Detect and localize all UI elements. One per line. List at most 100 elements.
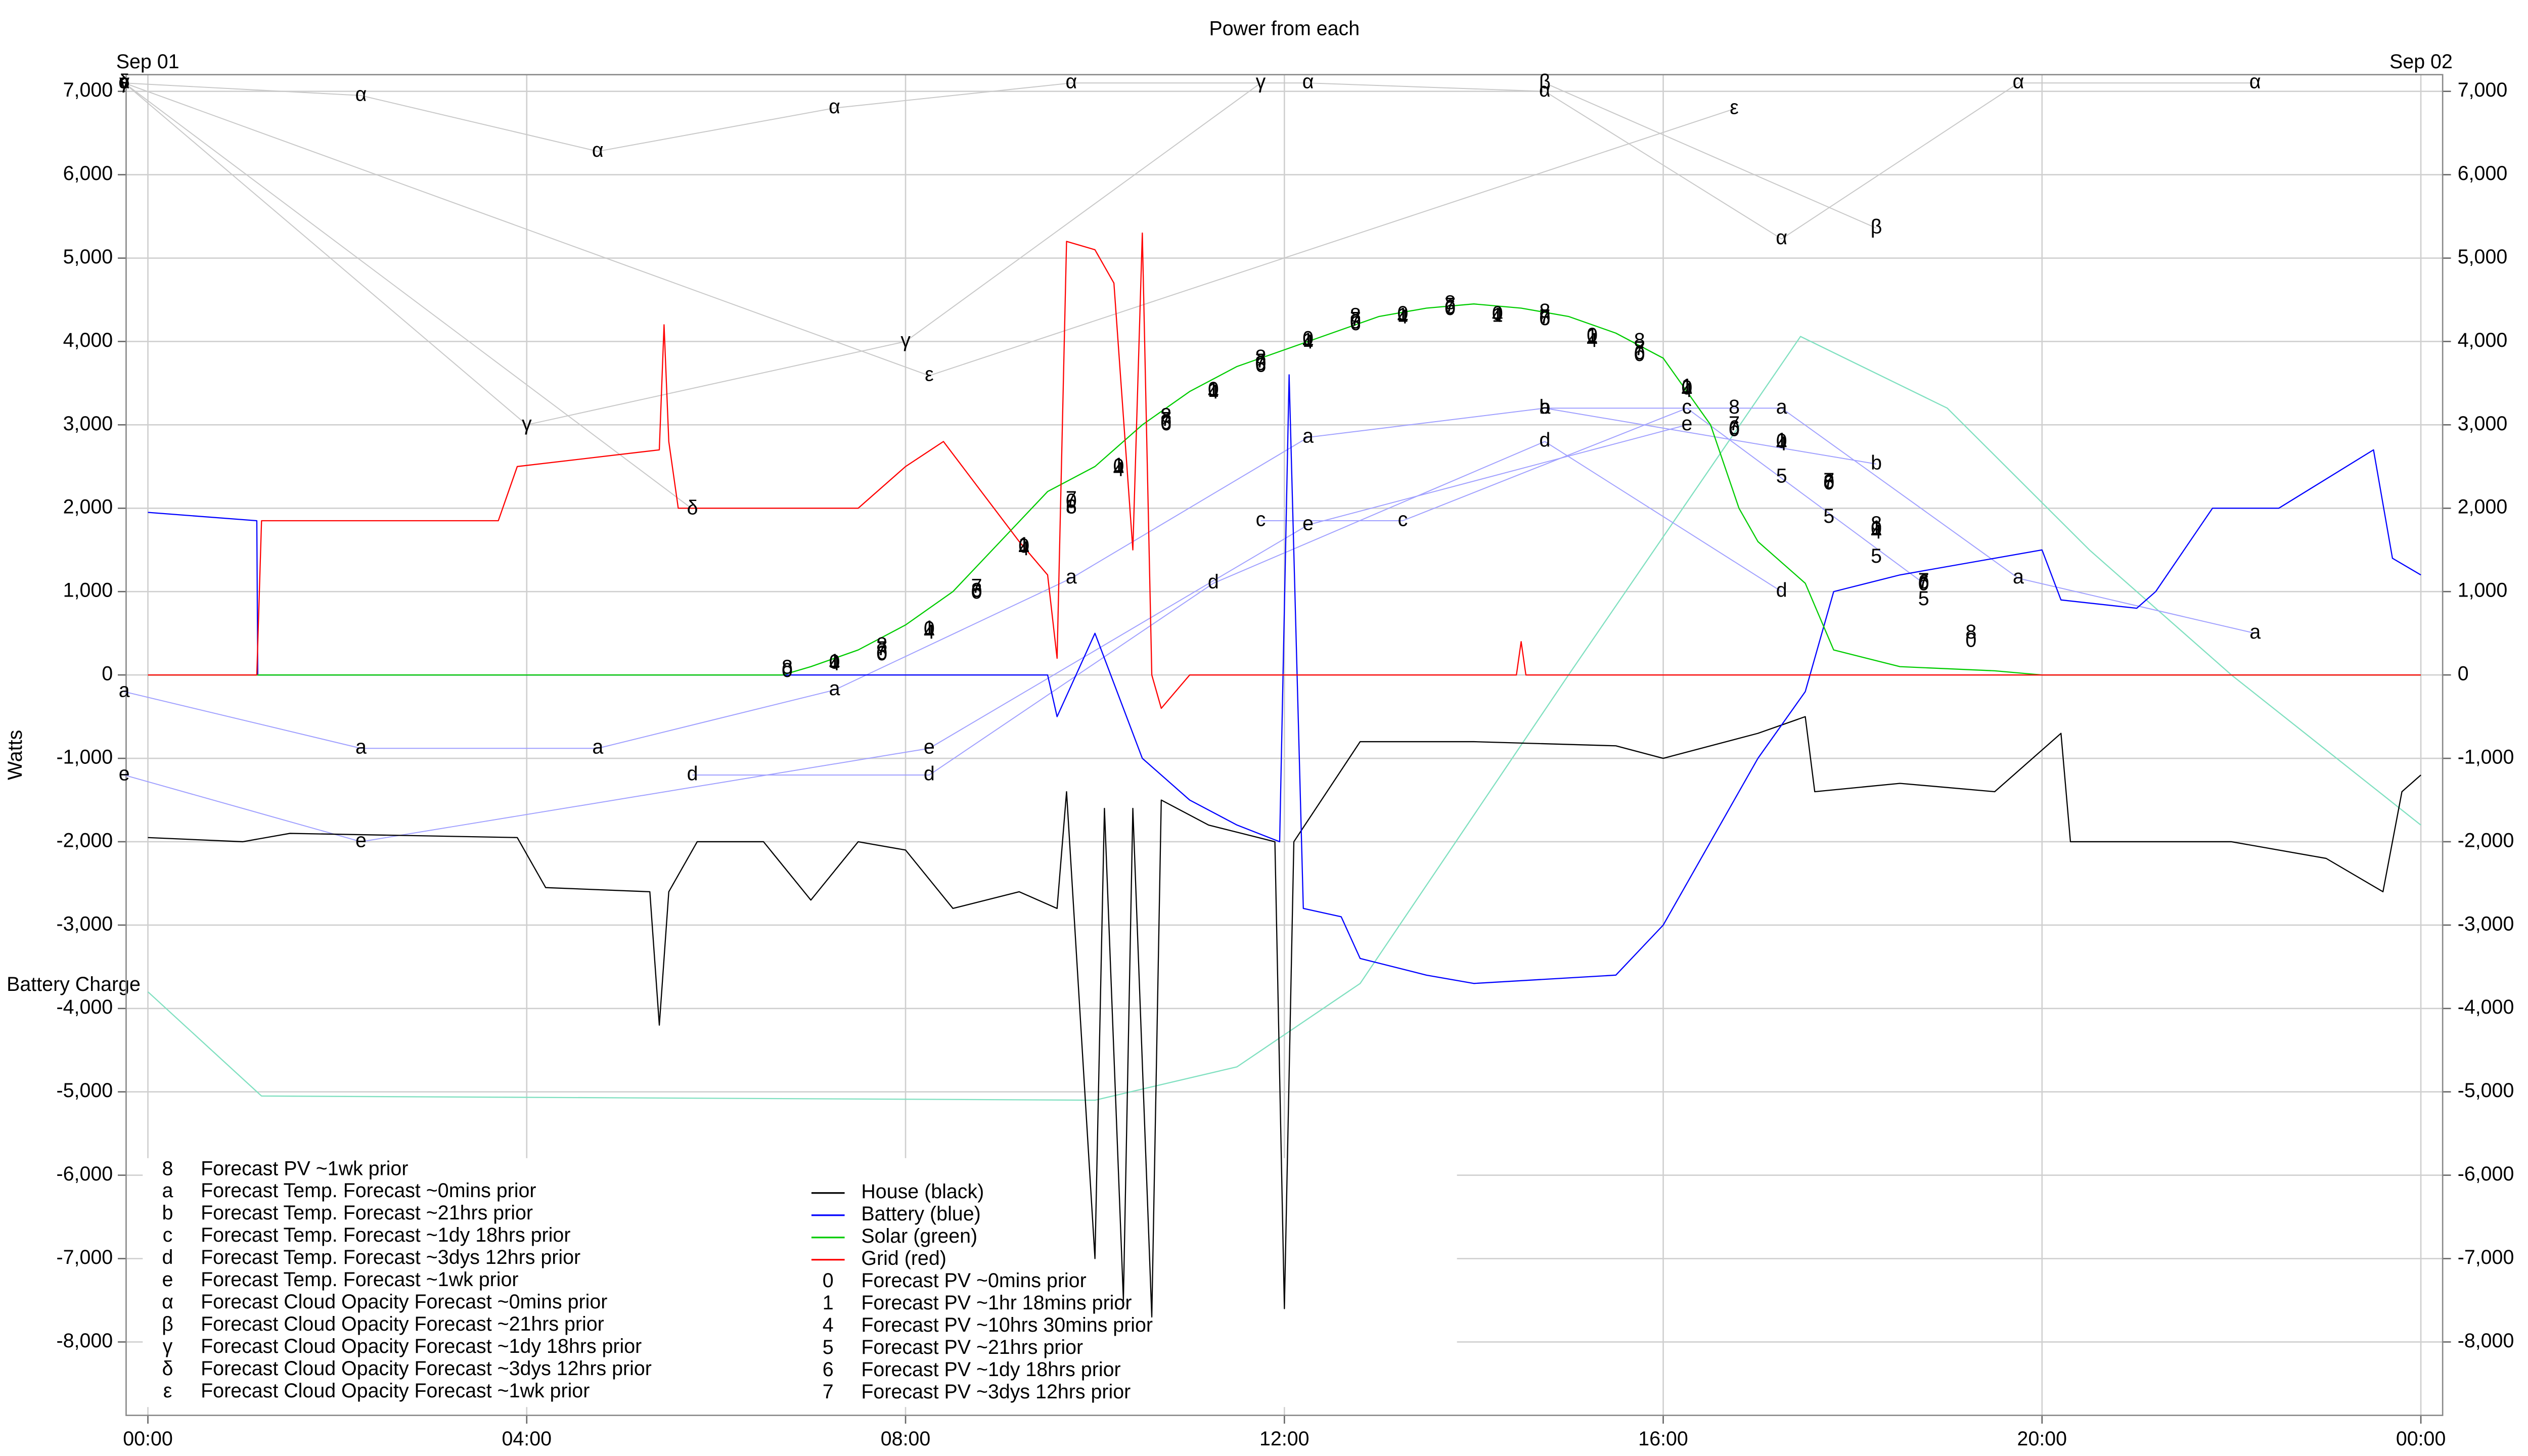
y-tick-label: 0 bbox=[102, 663, 113, 685]
series-symbol: 1 bbox=[1871, 517, 1882, 539]
series-symbol: 0 bbox=[1634, 343, 1645, 366]
legend-symbol: 4 bbox=[823, 1314, 834, 1336]
x-tick-label: 12:00 bbox=[1259, 1428, 1310, 1450]
legend-label: Grid (red) bbox=[861, 1247, 946, 1269]
legend-label: Forecast Temp. Forecast ~0mins prior bbox=[201, 1179, 536, 1202]
legend-label: Forecast PV ~1dy 18hrs prior bbox=[861, 1358, 1120, 1381]
series-symbol: γ bbox=[522, 413, 532, 435]
series-symbol: e bbox=[924, 736, 935, 758]
series-symbol: 0 bbox=[1871, 518, 1882, 540]
series-symbol: 8 bbox=[1634, 329, 1645, 351]
series-symbol: 1 bbox=[1208, 379, 1219, 401]
series-symbol: d bbox=[1208, 571, 1219, 593]
series-symbol: 8 bbox=[1539, 300, 1550, 322]
series-symbol: a bbox=[1539, 396, 1550, 418]
x-tick-label: 08:00 bbox=[881, 1428, 931, 1450]
legend-symbol: γ bbox=[163, 1335, 173, 1357]
series-symbol: 0 bbox=[782, 659, 793, 681]
y2-tick-label: 0 bbox=[2458, 663, 2469, 685]
y2-tick-label: 2,000 bbox=[2458, 496, 2508, 518]
series-symbol: 8 bbox=[1444, 292, 1456, 314]
y2-tick-label: 4,000 bbox=[2458, 329, 2508, 351]
series-symbol: 0 bbox=[1255, 352, 1267, 375]
legend-label: Forecast Cloud Opacity Forecast ~1dy 18h… bbox=[201, 1335, 642, 1357]
series-symbol: 0 bbox=[1397, 302, 1408, 325]
series-symbol: 8 bbox=[971, 579, 982, 602]
series-symbol: a bbox=[1066, 566, 1077, 588]
series-symbol: d bbox=[924, 762, 935, 785]
series-symbol: 4 bbox=[1776, 432, 1787, 454]
series-symbol: 0 bbox=[1018, 535, 1029, 557]
legend-symbol: e bbox=[162, 1268, 173, 1291]
series-line bbox=[148, 374, 2421, 984]
y2-tick-label: 6,000 bbox=[2458, 162, 2508, 185]
date-start: Sep 01 bbox=[116, 51, 179, 73]
series-symbol: 7 bbox=[1160, 408, 1171, 431]
legend-symbol: b bbox=[162, 1202, 173, 1224]
series-symbol: 8 bbox=[1255, 346, 1267, 368]
y-tick-label: -8,000 bbox=[57, 1330, 113, 1352]
y2-tick-label: -3,000 bbox=[2458, 913, 2514, 935]
series-symbol: 7 bbox=[1255, 350, 1267, 372]
y-tick-label: 7,000 bbox=[63, 79, 113, 101]
x-tick-label: 00:00 bbox=[123, 1428, 173, 1450]
series-symbol: 7 bbox=[1444, 294, 1456, 316]
series-symbol: 0 bbox=[829, 651, 840, 673]
series-symbol: β bbox=[1539, 71, 1551, 93]
legend-label: House (black) bbox=[861, 1180, 984, 1203]
chart-title: Power from each bbox=[1209, 17, 1360, 39]
y2-tick-label: -1,000 bbox=[2458, 746, 2514, 768]
series-symbol: 4 bbox=[1397, 306, 1408, 328]
series-symbol: 7 bbox=[1066, 487, 1077, 510]
series-symbol: β bbox=[1871, 216, 1882, 238]
series-symbol: 0 bbox=[1681, 377, 1692, 399]
series-symbol: 7 bbox=[1634, 337, 1645, 359]
legend-symbol: 1 bbox=[823, 1292, 834, 1314]
y-tick-label: -2,000 bbox=[57, 829, 113, 851]
series-symbol: γ bbox=[119, 71, 129, 93]
legend-label: Forecast Temp. Forecast ~1wk prior bbox=[201, 1268, 518, 1291]
series-symbol: α bbox=[2013, 71, 2024, 93]
legend-label: Forecast Cloud Opacity Forecast ~0mins p… bbox=[201, 1291, 607, 1313]
y-axis-label: Watts bbox=[4, 730, 26, 780]
series-line bbox=[124, 82, 1261, 426]
series-symbol: 7 bbox=[876, 638, 887, 660]
series-line bbox=[148, 232, 2421, 709]
series-symbol: 7 bbox=[1350, 308, 1361, 331]
legend-label: Forecast Cloud Opacity Forecast ~3dys 12… bbox=[201, 1357, 652, 1380]
legend-symbol: δ bbox=[162, 1357, 173, 1380]
series-symbol: 7 bbox=[1918, 569, 1929, 592]
series-symbol: c bbox=[1919, 571, 1929, 593]
legend-label: Forecast PV ~0mins prior bbox=[861, 1269, 1086, 1292]
y-tick-label: 5,000 bbox=[63, 246, 113, 268]
x-tick-label: 16:00 bbox=[1638, 1428, 1688, 1450]
series-line bbox=[124, 82, 1735, 377]
series-symbol: 0 bbox=[1208, 378, 1219, 400]
series-symbol: 5 bbox=[1871, 545, 1882, 567]
series-symbol: 8 bbox=[1066, 496, 1077, 518]
series-line bbox=[124, 424, 1687, 842]
y2-tick-label: -2,000 bbox=[2458, 829, 2514, 851]
series-symbol: α bbox=[1065, 71, 1077, 93]
series-symbol: 0 bbox=[924, 617, 935, 640]
series-symbol: 8 bbox=[1965, 621, 1976, 643]
series-symbol: a bbox=[119, 679, 130, 701]
series-symbol: a bbox=[1776, 396, 1787, 418]
y2-tick-label: -5,000 bbox=[2458, 1079, 2514, 1102]
x-tick-label: 04:00 bbox=[502, 1428, 552, 1450]
series-line bbox=[692, 441, 1782, 776]
series-symbol: α bbox=[2249, 71, 2261, 93]
y-tick-label: 4,000 bbox=[63, 329, 113, 351]
series-symbol: 6 bbox=[1823, 471, 1834, 493]
series-symbol: 0 bbox=[1729, 418, 1740, 440]
y-tick-label: 3,000 bbox=[63, 413, 113, 435]
legend-symbol: 5 bbox=[823, 1336, 834, 1358]
series-symbol: e bbox=[355, 829, 367, 851]
series-symbol: 4 bbox=[1492, 304, 1503, 326]
series-symbol: 1 bbox=[1587, 325, 1598, 347]
series-symbol: 0 bbox=[876, 643, 887, 665]
series-symbol: e bbox=[119, 762, 130, 785]
series-symbol: 0 bbox=[1823, 472, 1834, 494]
battery-charge-label: Battery Charge bbox=[7, 973, 141, 995]
